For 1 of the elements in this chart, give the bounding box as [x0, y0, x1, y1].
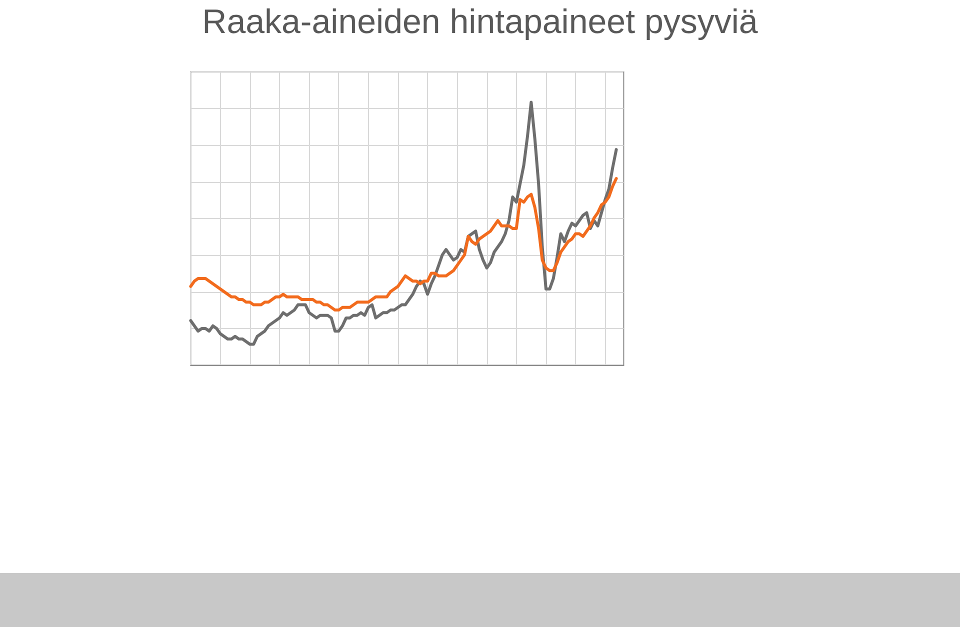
chart-title: Raaka-aineiden hintapaineet pysyviä [202, 3, 758, 41]
